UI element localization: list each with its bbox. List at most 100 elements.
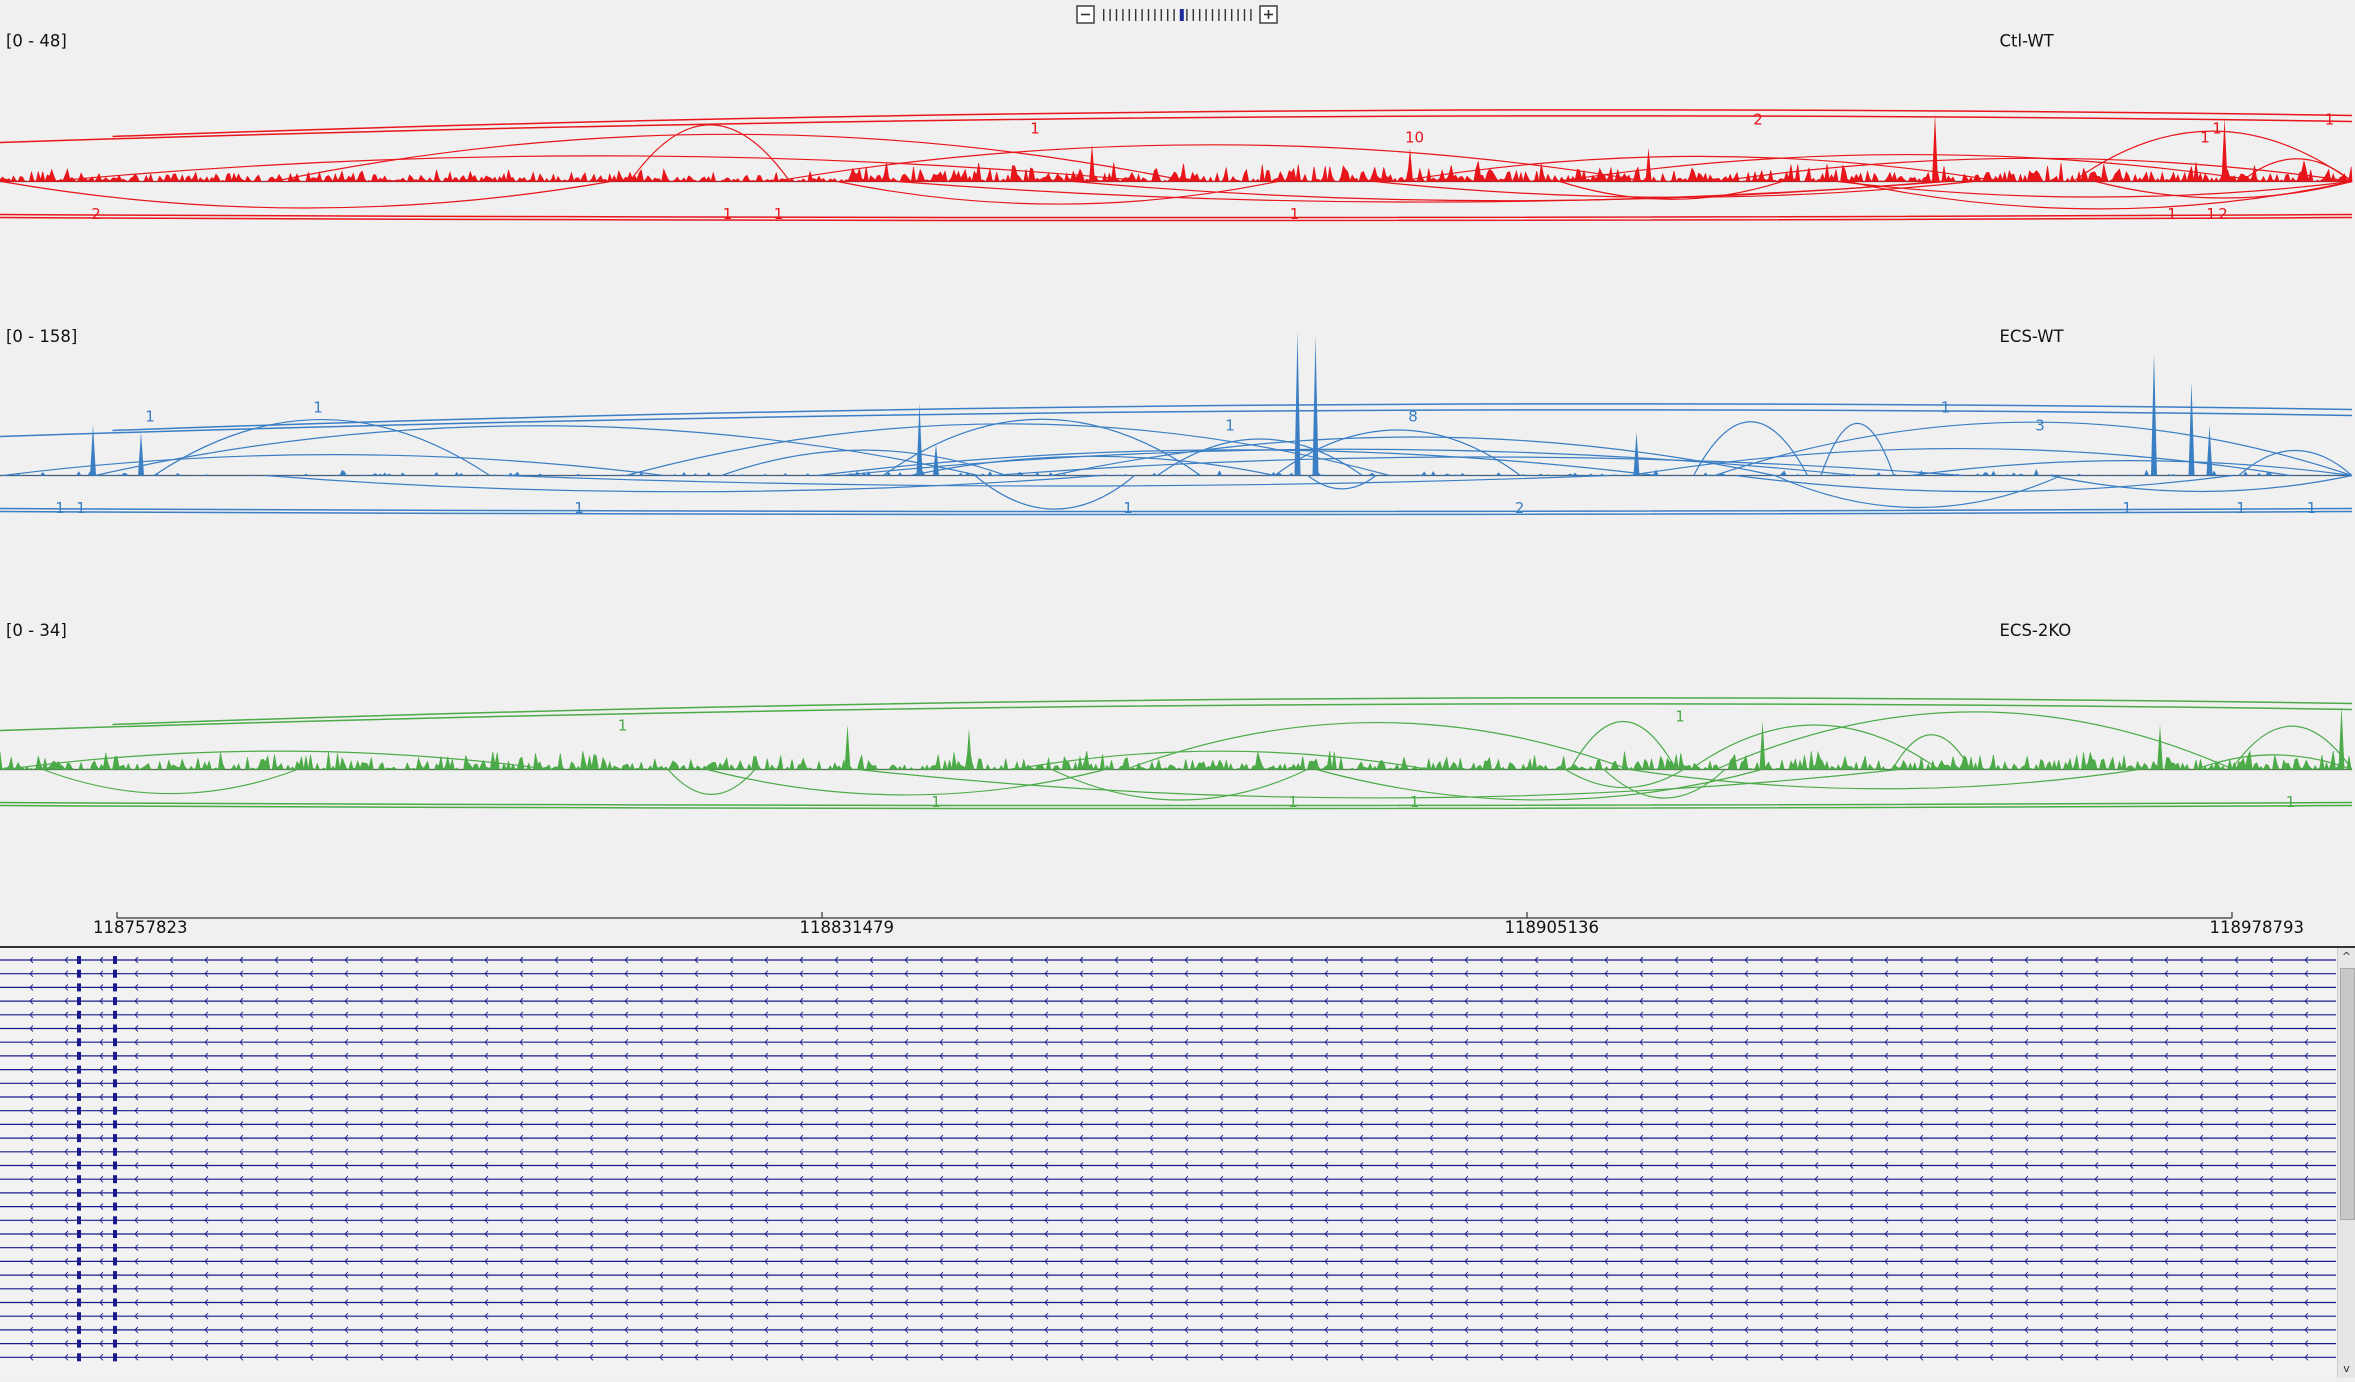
- transcript-row[interactable]: [0, 1257, 2336, 1266]
- strand-arrow-icon: [1289, 1107, 1294, 1115]
- strand-arrow-icon: [2269, 1038, 2274, 1046]
- zoom-tick[interactable]: [1109, 9, 1111, 21]
- transcript-row[interactable]: [0, 1353, 2336, 1362]
- strand-arrow-icon: [29, 1326, 34, 1334]
- zoom-tick[interactable]: [1135, 9, 1137, 21]
- zoom-tick[interactable]: [1103, 9, 1105, 21]
- strand-arrow-icon: [484, 1038, 489, 1046]
- strand-arrow-icon: [1184, 1340, 1189, 1347]
- strand-arrow-icon: [1254, 1203, 1259, 1210]
- zoom-tick[interactable]: [1192, 9, 1194, 21]
- strand-arrow-icon: [1569, 1299, 1574, 1306]
- zoom-tick[interactable]: [1218, 9, 1220, 21]
- strand-arrow-icon: [99, 1203, 104, 1210]
- strand-arrow-icon: [1499, 1162, 1504, 1169]
- zoom-tick[interactable]: [1205, 9, 1207, 21]
- coverage-peak: [1932, 114, 1938, 182]
- junction-count-label: 1: [1123, 499, 1133, 517]
- transcript-row[interactable]: [0, 1106, 2336, 1115]
- transcript-row[interactable]: [0, 1161, 2336, 1170]
- transcript-row[interactable]: [0, 1147, 2336, 1156]
- zoom-tick[interactable]: [1160, 9, 1162, 21]
- transcript-row[interactable]: [0, 1188, 2336, 1197]
- transcript-row[interactable]: [0, 1216, 2336, 1225]
- strand-arrow-icon: [29, 1340, 34, 1347]
- strand-arrow-icon: [2269, 1052, 2274, 1060]
- transcript-row[interactable]: [0, 1065, 2336, 1074]
- strand-arrow-icon: [1149, 1162, 1154, 1169]
- transcript-row[interactable]: [0, 1339, 2336, 1348]
- strand-arrow-icon: [1779, 1340, 1784, 1347]
- zoom-tick[interactable]: [1115, 9, 1118, 21]
- transcript-row[interactable]: [0, 1051, 2336, 1060]
- zoom-tick[interactable]: [1141, 9, 1143, 21]
- transcript-row[interactable]: [0, 1243, 2336, 1252]
- strand-arrow-icon: [624, 1285, 629, 1293]
- zoom-tick[interactable]: [1128, 9, 1130, 21]
- zoom-tick[interactable]: [1122, 9, 1124, 21]
- strand-arrow-icon: [204, 1326, 209, 1334]
- scroll-up-icon[interactable]: ^: [2341, 950, 2352, 963]
- strand-arrow-icon: [2024, 984, 2029, 991]
- transcript-row[interactable]: [0, 1079, 2336, 1088]
- transcript-row[interactable]: [0, 997, 2336, 1006]
- transcript-row[interactable]: [0, 1312, 2336, 1321]
- transcript-row[interactable]: [0, 1024, 2336, 1033]
- zoom-tick[interactable]: [1186, 9, 1188, 21]
- strand-arrow-icon: [1289, 1340, 1294, 1347]
- transcript-row[interactable]: [0, 1038, 2336, 1047]
- scroll-down-icon[interactable]: v: [2343, 1362, 2350, 1375]
- zoom-control[interactable]: [1075, 4, 1285, 28]
- transcript-row[interactable]: [0, 1298, 2336, 1307]
- zoom-out-button[interactable]: [1076, 5, 1095, 24]
- strand-arrow-icon: [2304, 1107, 2309, 1115]
- transcript-row[interactable]: [0, 1325, 2336, 1334]
- transcript-row[interactable]: [0, 1093, 2336, 1101]
- strand-arrow-icon: [1009, 1271, 1014, 1279]
- junction-count-label: 1: [774, 205, 784, 223]
- zoom-slider[interactable]: [1103, 9, 1252, 21]
- zoom-tick[interactable]: [1179, 9, 1184, 21]
- strand-arrow-icon: [1674, 970, 1679, 978]
- zoom-tick[interactable]: [1167, 9, 1169, 21]
- strand-arrow-icon: [554, 1107, 559, 1115]
- zoom-tick[interactable]: [1211, 9, 1214, 21]
- zoom-tick[interactable]: [1199, 9, 1201, 21]
- zoom-tick[interactable]: [1173, 9, 1175, 21]
- strand-arrow-icon: [764, 1038, 769, 1046]
- transcript-row[interactable]: [0, 969, 2336, 978]
- transcript-row[interactable]: [0, 1134, 2336, 1143]
- transcript-row[interactable]: [0, 1120, 2336, 1129]
- strand-arrow-icon: [309, 1230, 314, 1238]
- transcript-row[interactable]: [0, 1230, 2336, 1238]
- strand-arrow-icon: [1674, 1121, 1679, 1128]
- strand-arrow-icon: [694, 1134, 699, 1142]
- transcript-row[interactable]: [0, 1010, 2336, 1019]
- strand-arrow-icon: [519, 997, 524, 1005]
- transcript-panel[interactable]: ^ v: [0, 946, 2355, 1378]
- zoom-tick[interactable]: [1154, 9, 1156, 21]
- strand-arrow-icon: [729, 1011, 734, 1019]
- strand-arrow-icon: [1079, 1258, 1084, 1265]
- zoom-tick[interactable]: [1237, 9, 1239, 21]
- strand-arrow-icon: [1184, 1271, 1189, 1279]
- transcript-row[interactable]: [0, 956, 2336, 964]
- zoom-tick[interactable]: [1231, 9, 1233, 21]
- transcript-row[interactable]: [0, 1271, 2336, 1280]
- zoom-tick[interactable]: [1147, 9, 1150, 21]
- transcript-row[interactable]: [0, 1284, 2336, 1293]
- zoom-tick[interactable]: [1224, 9, 1226, 21]
- strand-arrow-icon: [1324, 1025, 1329, 1032]
- strand-arrow-icon: [309, 1244, 314, 1252]
- scrollbar-thumb[interactable]: [2340, 968, 2355, 1220]
- zoom-in-button[interactable]: [1259, 5, 1278, 24]
- zoom-tick[interactable]: [1250, 9, 1252, 21]
- strand-arrow-icon: [624, 1148, 629, 1156]
- transcript-row[interactable]: [0, 983, 2336, 992]
- vertical-scrollbar[interactable]: ^ v: [2337, 948, 2355, 1378]
- transcript-row[interactable]: [0, 1202, 2336, 1211]
- strand-arrow-icon: [799, 1107, 804, 1115]
- zoom-tick[interactable]: [1243, 9, 1246, 21]
- strand-arrow-icon: [239, 1244, 244, 1252]
- transcript-row[interactable]: [0, 1175, 2336, 1184]
